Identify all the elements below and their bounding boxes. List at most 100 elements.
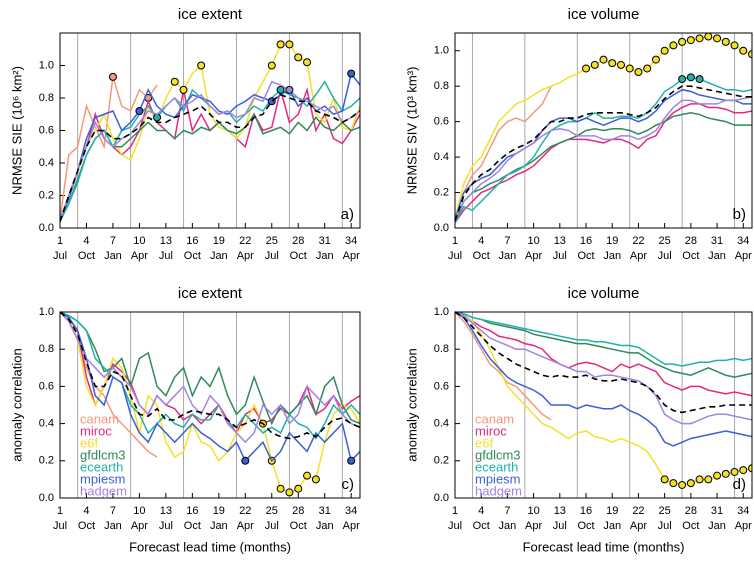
x-tick-label: 28 <box>685 235 697 247</box>
significance-marker <box>171 78 178 85</box>
significance-marker <box>749 51 754 58</box>
y-tick-label: 0.8 <box>434 80 449 92</box>
series-line <box>455 90 754 219</box>
x-tick-month: Oct <box>184 520 201 532</box>
significance-marker <box>295 485 302 492</box>
legend-entry: hadgem <box>475 483 522 498</box>
x-tick-month: Jan <box>708 250 726 262</box>
significance-marker <box>705 33 712 40</box>
significance-marker <box>591 61 598 68</box>
x-tick-label: 31 <box>319 505 331 517</box>
y-tick-label: 0.4 <box>39 157 54 169</box>
significance-marker <box>109 73 116 80</box>
x-tick-label: 34 <box>737 235 749 247</box>
x-tick-month: Jul <box>553 520 567 532</box>
x-tick-label: 22 <box>632 235 644 247</box>
x-tick-label: 34 <box>737 505 749 517</box>
y-tick-label: 1.0 <box>39 306 54 318</box>
x-tick-month: Oct <box>290 250 307 262</box>
y-axis-label: NRMSE SIE (10⁶ km²) <box>9 66 24 195</box>
x-tick-label: 34 <box>345 235 357 247</box>
x-tick-month: Jul <box>265 250 279 262</box>
significance-marker <box>749 465 754 472</box>
x-tick-month: Apr <box>237 250 254 262</box>
x-tick-month: Jul <box>265 520 279 532</box>
series-line <box>455 312 551 420</box>
x-tick-label: 1 <box>452 505 458 517</box>
significance-marker <box>136 108 143 115</box>
significance-marker <box>687 74 694 81</box>
significance-marker <box>679 38 686 45</box>
x-tick-label: 7 <box>504 505 510 517</box>
x-tick-label: 25 <box>266 505 278 517</box>
x-tick-label: 25 <box>659 235 671 247</box>
x-tick-month: Oct <box>473 520 490 532</box>
significance-marker <box>740 47 747 54</box>
y-tick-label: 0.4 <box>434 151 449 163</box>
x-tick-label: 16 <box>186 235 198 247</box>
significance-marker <box>277 41 284 48</box>
x-tick-label: 7 <box>504 235 510 247</box>
series-line <box>60 312 369 461</box>
y-tick-label: 0.2 <box>434 455 449 467</box>
x-tick-month: Jan <box>104 520 122 532</box>
significance-marker <box>687 480 694 487</box>
y-axis-label: NRMSE SIV (10³ km³) <box>404 67 419 195</box>
y-tick-label: 1.0 <box>434 45 449 57</box>
panel-title: ice volume <box>568 285 640 302</box>
x-tick-month: Jul <box>658 250 672 262</box>
x-tick-month: Jan <box>210 520 228 532</box>
x-tick-label: 19 <box>606 235 618 247</box>
x-tick-month: Jul <box>448 520 462 532</box>
y-tick-label: 0.0 <box>39 492 54 504</box>
significance-marker <box>722 470 729 477</box>
legend-entry: hadgem <box>80 483 127 498</box>
x-tick-month: Apr <box>630 520 647 532</box>
significance-marker <box>644 65 651 72</box>
x-tick-label: 22 <box>239 505 251 517</box>
significance-marker <box>731 468 738 475</box>
x-tick-label: 25 <box>659 505 671 517</box>
significance-marker <box>740 467 747 474</box>
panel-title: ice volume <box>568 6 640 23</box>
x-tick-label: 13 <box>554 235 566 247</box>
significance-marker <box>348 457 355 464</box>
significance-marker <box>180 86 187 93</box>
significance-marker <box>679 76 686 83</box>
significance-marker <box>277 86 284 93</box>
significance-marker <box>635 69 642 76</box>
x-tick-label: 4 <box>478 505 484 517</box>
panel-title: ice extent <box>178 6 243 23</box>
y-tick-label: 0.6 <box>39 380 54 392</box>
x-tick-month: Jan <box>603 250 621 262</box>
significance-marker <box>687 37 694 44</box>
significance-marker <box>348 70 355 77</box>
x-axis-label: Forecast lead time (months) <box>523 539 685 554</box>
x-tick-month: Apr <box>343 250 360 262</box>
series-line <box>60 82 369 220</box>
x-tick-label: 22 <box>239 235 251 247</box>
significance-marker <box>198 62 205 69</box>
significance-marker <box>304 472 311 479</box>
x-tick-month: Oct <box>184 250 201 262</box>
x-tick-month: Jan <box>499 250 517 262</box>
y-axis-label: anomaly correlation <box>404 348 419 461</box>
x-tick-label: 7 <box>110 235 116 247</box>
x-tick-label: 4 <box>83 505 89 517</box>
x-tick-label: 10 <box>133 235 145 247</box>
x-tick-month: Oct <box>78 250 95 262</box>
significance-marker <box>652 56 659 63</box>
significance-marker <box>268 62 275 69</box>
y-tick-label: 0.8 <box>39 92 54 104</box>
x-tick-label: 19 <box>213 505 225 517</box>
x-tick-month: Jan <box>708 520 726 532</box>
x-tick-month: Apr <box>131 250 148 262</box>
panel-label: d) <box>733 476 746 493</box>
significance-marker <box>705 476 712 483</box>
x-tick-month: Apr <box>525 520 542 532</box>
x-tick-month: Apr <box>735 520 752 532</box>
x-tick-month: Jul <box>53 250 67 262</box>
x-tick-label: 31 <box>711 505 723 517</box>
significance-marker <box>714 472 721 479</box>
x-tick-month: Jul <box>553 250 567 262</box>
